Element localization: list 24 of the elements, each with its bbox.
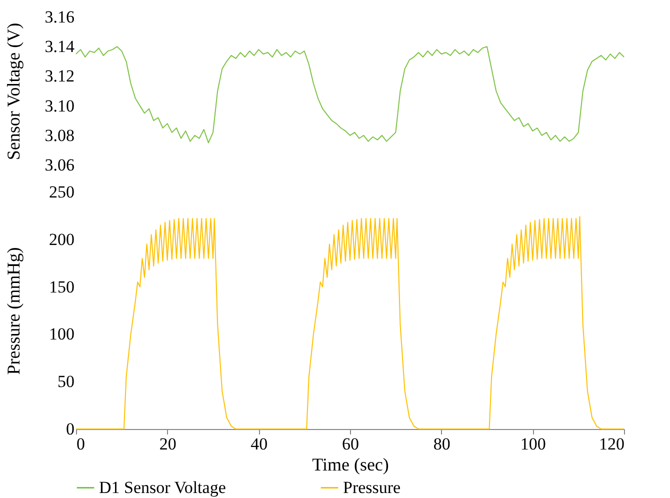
y-axis-title: Sensor Voltage (V) — [4, 22, 24, 160]
text: D1 Sensor Voltage — [99, 478, 226, 497]
x-tick-label: 20 — [159, 434, 176, 454]
y-tick-label: 100 — [49, 324, 74, 344]
y-axis-title: Pressure (mmHg) — [4, 247, 24, 375]
y-tick-label: 3.10 — [44, 96, 74, 116]
legend-label: Pressure — [343, 478, 401, 497]
line-series — [76, 46, 624, 144]
y-tick-label: 150 — [49, 277, 74, 296]
y-tick-label: 3.16 — [44, 8, 74, 26]
y-tick-label: 3.12 — [44, 66, 74, 86]
x-tick-label: 80 — [433, 434, 450, 454]
y-tick-label: 0 — [66, 420, 74, 438]
y-tick-label: 3.08 — [44, 126, 74, 145]
y-tick-label: 3.06 — [44, 156, 74, 174]
x-axis-title: Time (sec) — [312, 454, 389, 474]
y-tick-label: 3.14 — [44, 37, 75, 56]
x-tick-label: 120 — [599, 434, 624, 454]
y-tick-label: 250 — [49, 182, 74, 202]
y-tick-label: 200 — [49, 230, 74, 249]
x-tick-label: 60 — [342, 434, 359, 454]
y-tick-label: 50 — [58, 372, 74, 392]
x-tick-label: 40 — [250, 434, 268, 454]
x-tick-label: 100 — [520, 434, 546, 454]
